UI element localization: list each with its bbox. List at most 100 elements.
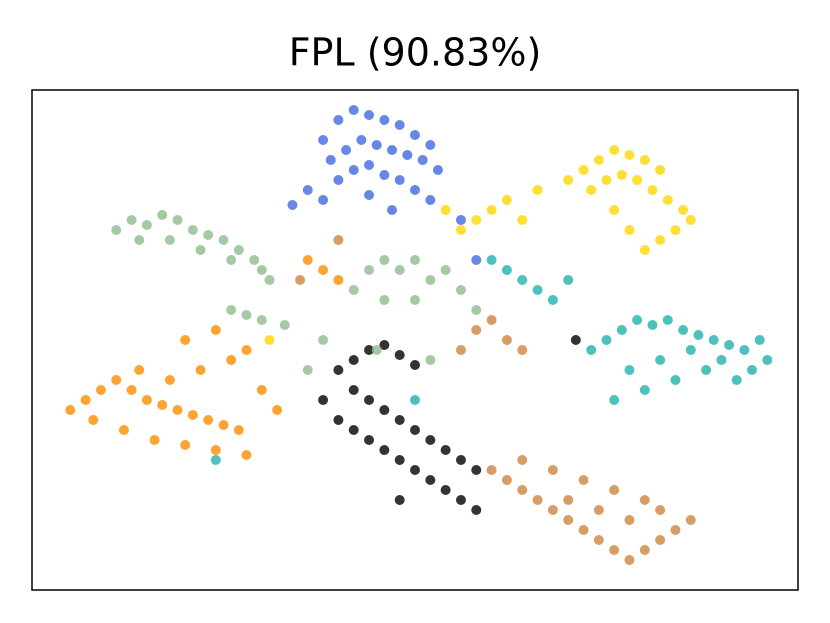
point — [318, 195, 329, 205]
point — [563, 275, 574, 285]
plot-frame — [31, 89, 799, 591]
point — [325, 155, 336, 165]
point — [302, 185, 313, 195]
point — [670, 375, 681, 385]
point — [624, 365, 635, 375]
point — [501, 265, 512, 275]
point — [164, 375, 175, 385]
point — [624, 555, 635, 565]
point — [601, 335, 612, 345]
point — [187, 225, 198, 235]
point — [678, 205, 689, 215]
point — [302, 365, 313, 375]
point — [486, 255, 497, 265]
point — [471, 325, 482, 335]
point — [425, 435, 436, 445]
point — [111, 375, 122, 385]
point — [570, 335, 581, 345]
point — [203, 230, 214, 240]
point — [318, 135, 329, 145]
point — [364, 435, 375, 445]
point — [678, 325, 689, 335]
point — [272, 405, 283, 415]
point — [379, 170, 390, 180]
point — [226, 305, 237, 315]
point — [172, 215, 183, 225]
point — [593, 155, 604, 165]
point — [141, 220, 152, 230]
point — [333, 175, 344, 185]
point — [318, 335, 329, 345]
point — [647, 185, 658, 195]
point — [616, 325, 627, 335]
point — [318, 395, 329, 405]
point — [578, 165, 589, 175]
point — [394, 175, 405, 185]
point — [302, 255, 313, 265]
point — [410, 465, 420, 475]
point — [655, 505, 666, 515]
point — [471, 215, 482, 225]
point — [364, 110, 375, 120]
point — [195, 365, 206, 375]
point — [210, 325, 221, 335]
point — [670, 225, 681, 235]
point — [486, 205, 497, 215]
point — [693, 330, 704, 340]
point — [593, 535, 604, 545]
point — [670, 525, 681, 535]
point — [341, 145, 352, 155]
point — [655, 165, 666, 175]
point — [601, 175, 612, 185]
point — [547, 505, 558, 515]
point — [655, 535, 666, 545]
point — [410, 130, 420, 140]
point — [586, 185, 597, 195]
point — [563, 495, 574, 505]
point — [134, 365, 145, 375]
point — [348, 425, 359, 435]
point — [256, 315, 267, 325]
point — [65, 405, 76, 415]
point — [731, 375, 742, 385]
point — [532, 495, 543, 505]
point — [440, 265, 451, 275]
point — [210, 455, 221, 465]
point — [632, 315, 643, 325]
point — [371, 345, 382, 355]
point — [348, 165, 359, 175]
point — [364, 265, 375, 275]
point — [410, 295, 420, 305]
point — [639, 385, 650, 395]
point — [517, 485, 528, 495]
point — [708, 335, 719, 345]
point — [394, 350, 405, 360]
point — [264, 335, 275, 345]
point — [379, 295, 390, 305]
point — [364, 395, 375, 405]
point — [655, 355, 666, 365]
point — [762, 355, 773, 365]
point — [356, 135, 367, 145]
point — [379, 255, 390, 265]
point — [639, 495, 650, 505]
point — [440, 445, 451, 455]
point — [486, 465, 497, 475]
point — [394, 455, 405, 465]
point — [425, 140, 436, 150]
point — [563, 175, 574, 185]
point — [410, 425, 420, 435]
point — [716, 355, 727, 365]
point — [517, 345, 528, 355]
point — [241, 450, 252, 460]
point — [724, 340, 735, 350]
point — [517, 455, 528, 465]
point — [218, 235, 229, 245]
point — [455, 455, 466, 465]
point — [471, 465, 482, 475]
point — [226, 355, 237, 365]
point — [425, 355, 436, 365]
point — [609, 545, 620, 555]
point — [318, 265, 329, 275]
point — [547, 295, 558, 305]
